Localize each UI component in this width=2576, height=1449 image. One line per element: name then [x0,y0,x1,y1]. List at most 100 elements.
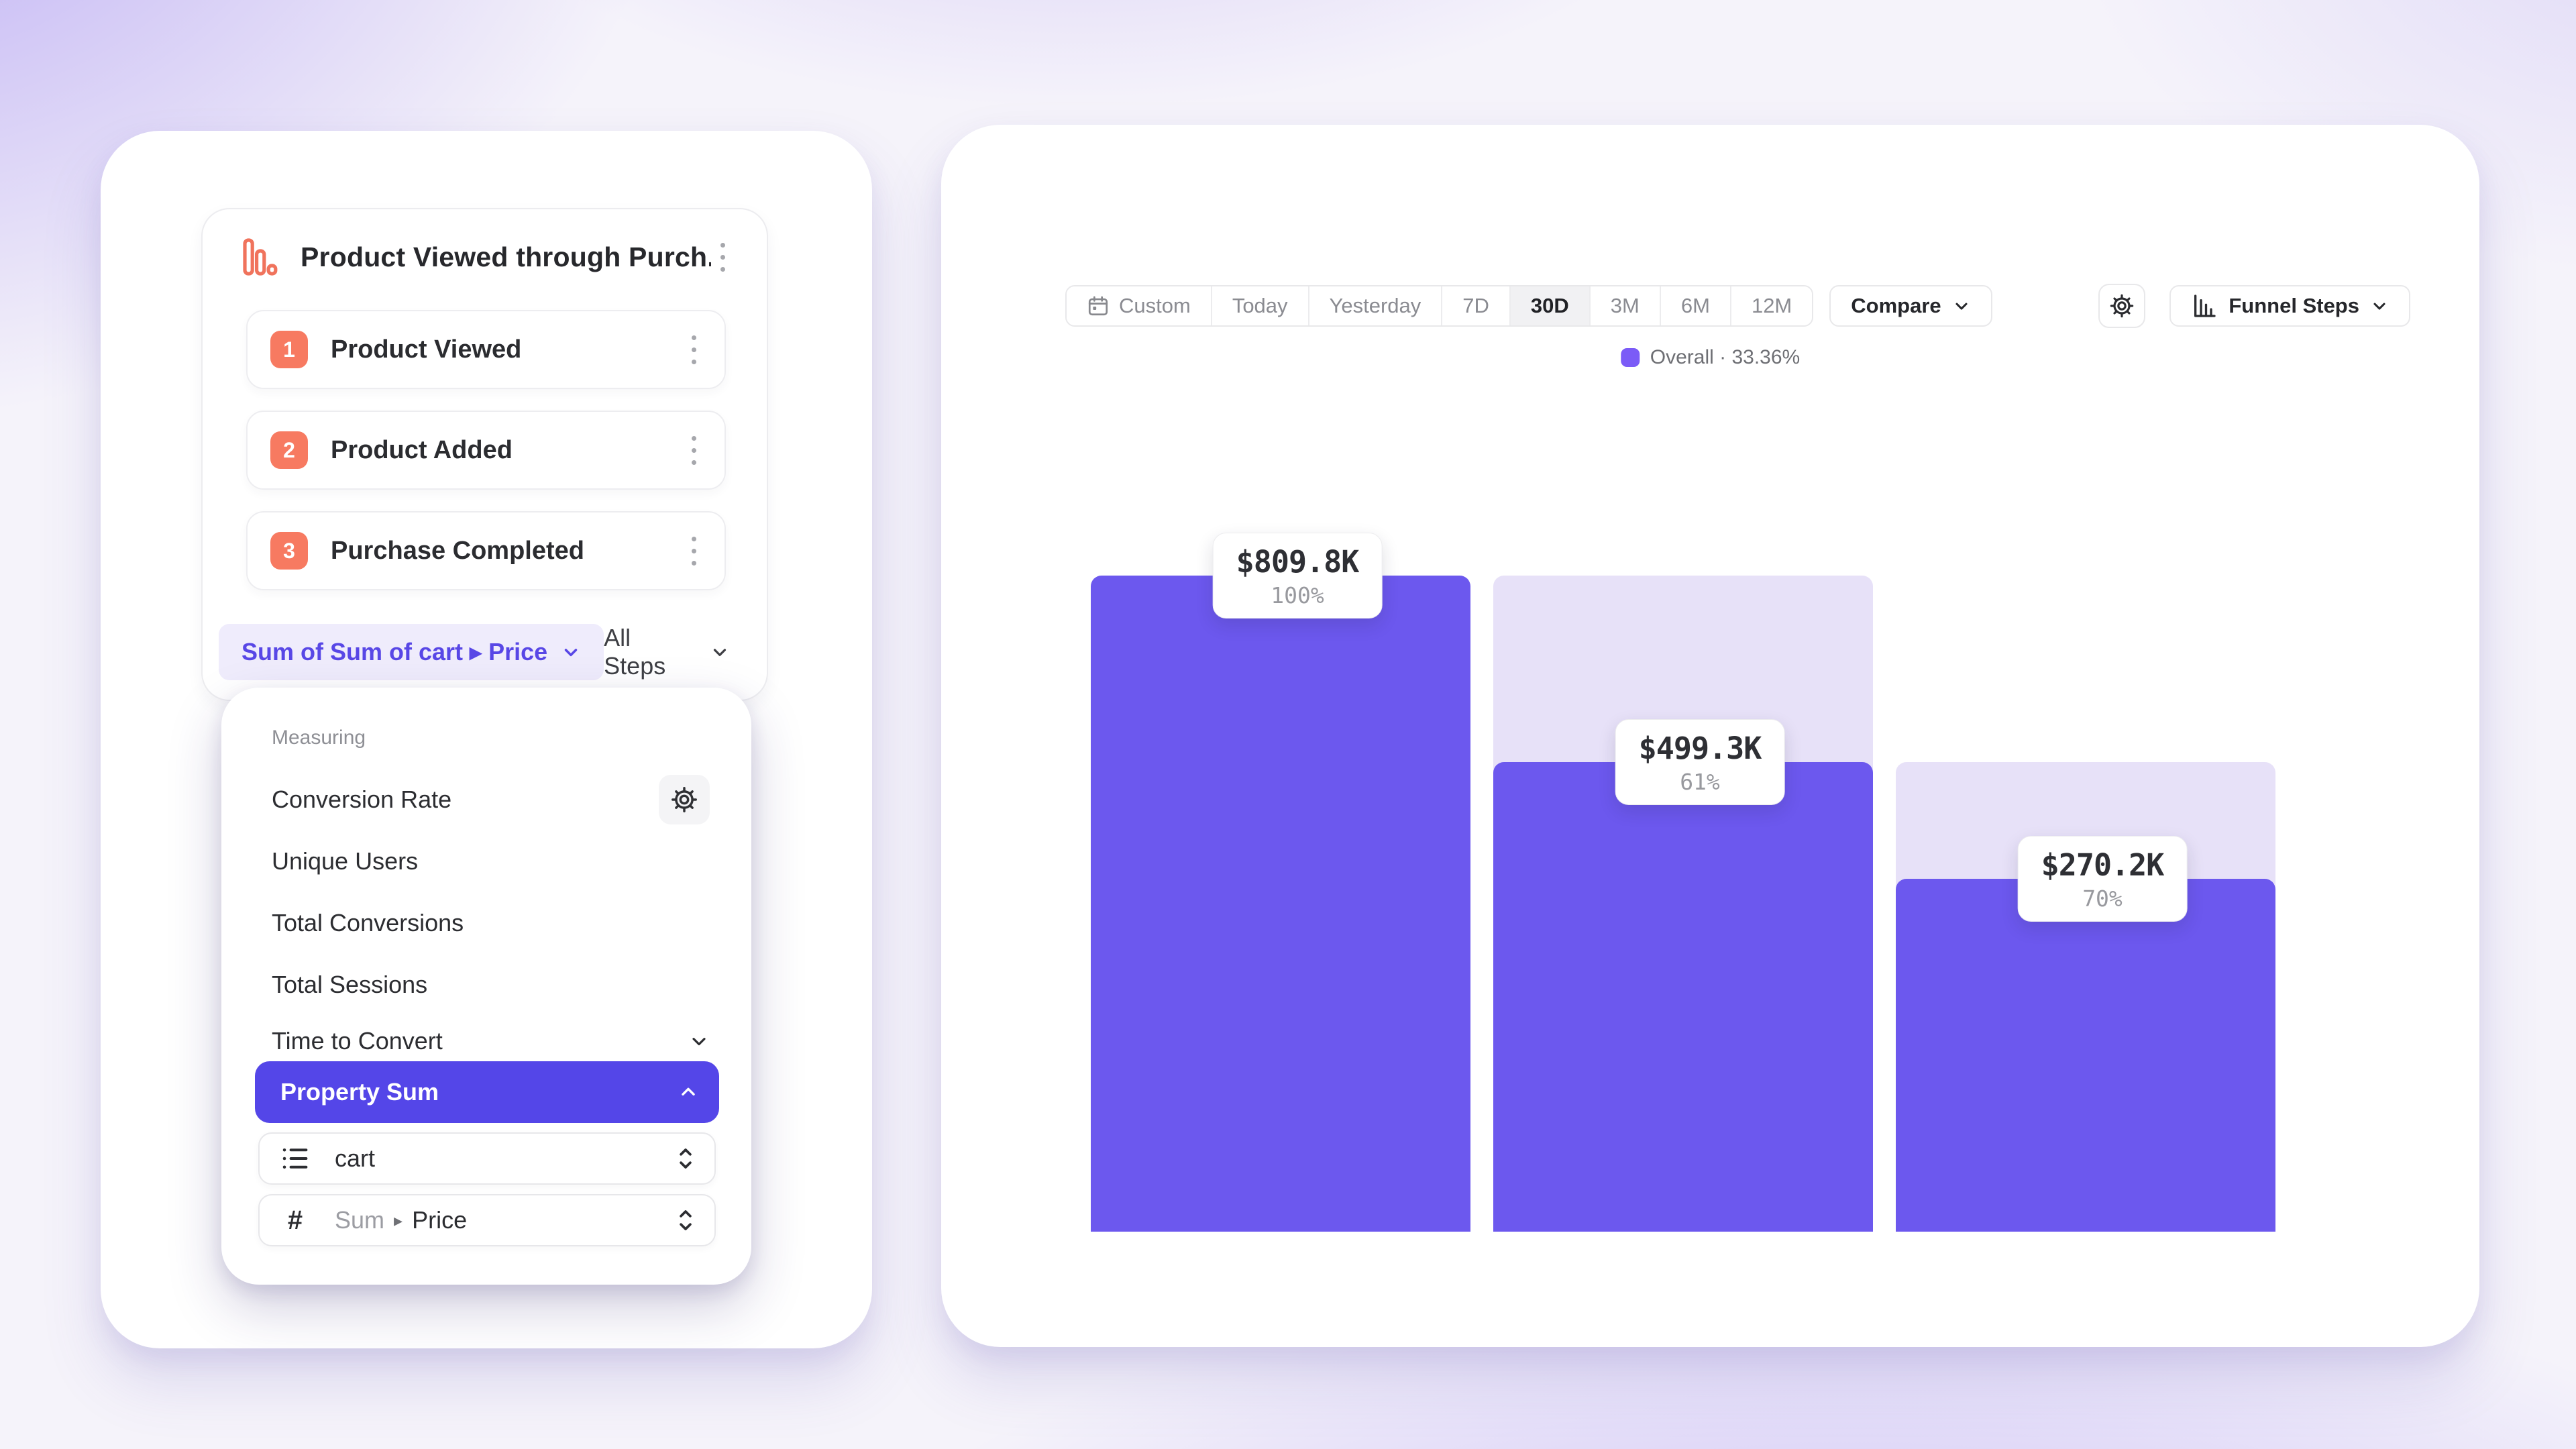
calendar-icon [1088,296,1108,316]
date-range-label: Custom [1119,294,1191,317]
report-kebab-menu-icon[interactable] [711,236,735,278]
step-kebab-menu-icon[interactable] [682,530,706,572]
bar-value: $499.3K [1638,731,1762,766]
funnel-builder-panel: Product Viewed through Purch... 1 Produc… [101,131,872,1348]
date-range-label: 12M [1751,294,1792,317]
measurement-dropdown[interactable]: Sum of Sum of cart ▸ Price [219,624,604,680]
menu-item-total-sessions[interactable]: Total Sessions [248,954,724,1016]
menu-item-total-conversions[interactable]: Total Conversions [248,892,724,954]
steps-scope-dropdown[interactable]: All Steps [604,624,730,680]
date-range-today[interactable]: Today [1212,286,1309,325]
date-range-label: Today [1232,294,1288,317]
date-range-30d[interactable]: 30D [1510,286,1591,325]
date-range-7d[interactable]: 7D [1442,286,1511,325]
bar-purchase-completed[interactable] [1896,878,2275,1232]
menu-item-property-sum[interactable]: Property Sum [255,1061,719,1123]
funnel-title-row: Product Viewed through Purch... [243,233,735,280]
aggregation-selector[interactable]: # Sum ▸ Price [258,1194,716,1246]
date-range-segmented-control: Custom Today Yesterday 7D 30D 3M 6M 12M [1065,285,1814,327]
chart-type-dropdown[interactable]: Funnel Steps [2169,285,2410,327]
menu-item-label: Unique Users [272,847,419,875]
bar-value: $809.8K [1236,544,1360,580]
measurement-row: Sum of Sum of cart ▸ Price All Steps [219,624,730,680]
step-label: Purchase Completed [331,536,584,565]
funnel-step-row[interactable]: 1 Product Viewed [246,310,726,389]
bar-product-added[interactable] [1493,761,1873,1232]
chart-options-toolbar: Funnel Steps [2098,284,2410,328]
legend-swatch [1620,348,1640,367]
property-selector[interactable]: cart [258,1132,716,1185]
chart-settings-button[interactable] [2098,284,2146,328]
step-number-badge: 2 [270,431,308,469]
menu-item-label: Conversion Rate [272,786,452,813]
date-range-yesterday[interactable]: Yesterday [1309,286,1443,325]
bar-product-viewed[interactable] [1091,576,1470,1232]
bar-value-tooltip: $499.3K 61% [1615,719,1785,805]
date-range-label: 3M [1610,294,1640,317]
date-range-12m[interactable]: 12M [1731,286,1813,325]
menu-item-unique-users[interactable]: Unique Users [248,830,724,892]
list-icon [280,1145,311,1172]
funnel-step-row[interactable]: 3 Purchase Completed [246,511,726,590]
bar-value: $270.2K [2041,847,2165,883]
date-range-custom[interactable]: Custom [1067,286,1212,325]
date-range-toolbar: Custom Today Yesterday 7D 30D 3M 6M 12M … [1065,285,1992,327]
date-range-3m[interactable]: 3M [1590,286,1661,325]
funnel-step-row[interactable]: 2 Product Added [246,411,726,490]
chevron-down-icon [1955,303,1968,310]
step-kebab-menu-icon[interactable] [682,329,706,371]
number-hash-icon: # [287,1205,303,1235]
menu-item-label: Total Conversions [272,909,464,936]
step-label: Product Added [331,435,513,464]
legend-item-overall[interactable]: Overall · 33.36% [1620,346,1801,369]
funnel-bar-group [1493,576,1873,1232]
bar-value-tooltip: $270.2K 70% [2017,836,2188,922]
chevron-down-icon [692,1038,706,1046]
aggregation-value: Price [412,1206,468,1234]
step-number-badge: 1 [270,331,308,368]
compare-label: Compare [1851,294,1941,317]
measurement-dropdown-label: Sum of Sum of cart ▸ Price [241,638,548,665]
date-range-label: 7D [1462,294,1489,317]
date-range-label: 30D [1530,294,1569,317]
funnel-bar-group [1091,576,1470,1232]
up-down-selector-icon [680,1148,692,1169]
date-range-6m[interactable]: 6M [1660,286,1731,325]
gear-icon [672,787,697,812]
steps-scope-label: All Steps [604,624,666,680]
bar-percent: 100% [1271,582,1324,608]
funnel-definition-card: Product Viewed through Purch... 1 Produc… [201,208,768,701]
compare-button[interactable]: Compare [1829,285,1992,327]
date-range-label: 6M [1680,294,1710,317]
measuring-section-label: Measuring [272,727,366,749]
conversion-rate-settings-button[interactable] [659,775,710,824]
funnel-bar-chart: $809.8K 100% $499.3K 61% $270.2K 70% [941,125,2479,1347]
chevron-down-icon [2373,303,2385,310]
bar-chart-axis-icon [2194,294,2216,317]
menu-item-conversion-rate[interactable]: Conversion Rate [248,769,724,830]
measuring-popover: Measuring Conversion Rate Unique Users [221,688,751,1285]
menu-item-label: Time to Convert [272,1027,443,1055]
bar-percent: 70% [2082,885,2123,912]
menu-item-label: Total Sessions [272,971,428,998]
bar-percent: 61% [1680,769,1720,795]
up-down-selector-icon [680,1210,692,1230]
menu-item-label: Property Sum [280,1078,439,1106]
legend-label: Overall · 33.36% [1650,346,1801,368]
report-title: Product Viewed through Purch... [301,241,711,272]
chevron-down-icon [564,649,578,657]
gear-icon [2110,294,2134,318]
funnel-chart-icon [243,238,278,276]
date-range-label: Yesterday [1329,294,1421,317]
aggregation-prefix: Sum [335,1206,385,1234]
chevron-down-icon [713,649,727,656]
step-number-badge: 3 [270,532,308,570]
menu-item-time-to-convert[interactable]: Time to Convert [248,1010,724,1072]
step-kebab-menu-icon[interactable] [682,429,706,472]
bar-value-tooltip: $809.8K 100% [1212,533,1383,619]
chevron-up-icon [682,1087,695,1096]
breadcrumb-arrow: ▸ [394,1210,403,1230]
step-label: Product Viewed [331,335,522,364]
chart-type-label: Funnel Steps [2229,294,2359,317]
